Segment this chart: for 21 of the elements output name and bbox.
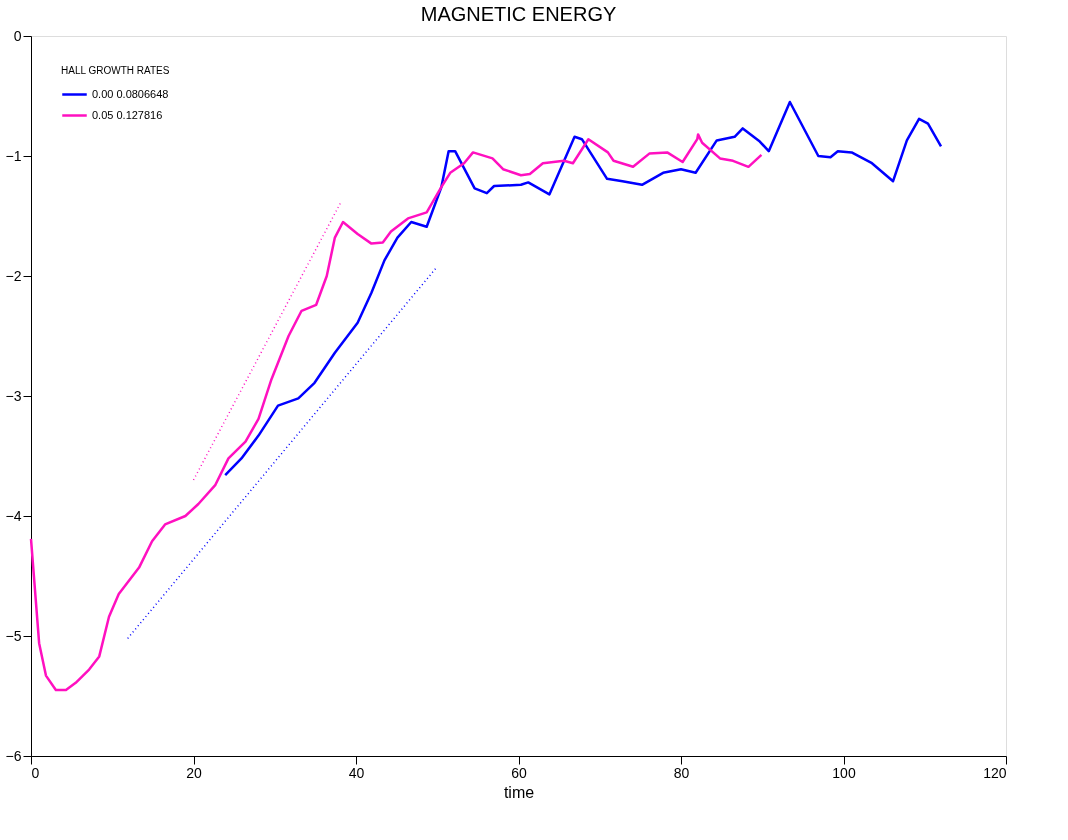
x-axis-title: time xyxy=(503,783,535,801)
y-tick-label: 0 xyxy=(13,27,22,44)
legend-label: 0.00 0.0806648 xyxy=(92,87,169,100)
y-tick-label: −1 xyxy=(5,147,22,164)
line-series xyxy=(29,133,763,692)
x-tick-label: 40 xyxy=(348,764,365,781)
line-series xyxy=(223,100,943,477)
x-tick-label: 100 xyxy=(832,764,856,781)
chart-title: MAGNETIC ENERGY xyxy=(420,3,617,25)
x-tick-label: 120 xyxy=(983,764,1007,781)
x-tick-label: 20 xyxy=(186,764,202,781)
y-tick-label: −4 xyxy=(5,507,22,524)
x-tick-label: 80 xyxy=(673,764,690,781)
y-tick-label: −6 xyxy=(5,747,22,764)
y-tick-label: −2 xyxy=(5,267,22,284)
y-tick-label: −5 xyxy=(5,627,22,644)
x-tick-label: 0 xyxy=(31,764,40,781)
legend-title: HALL GROWTH RATES xyxy=(61,65,170,76)
y-tick-label: −3 xyxy=(5,387,22,404)
x-tick-label: 60 xyxy=(511,764,527,781)
legend-label: 0.05 0.127816 xyxy=(92,108,163,121)
